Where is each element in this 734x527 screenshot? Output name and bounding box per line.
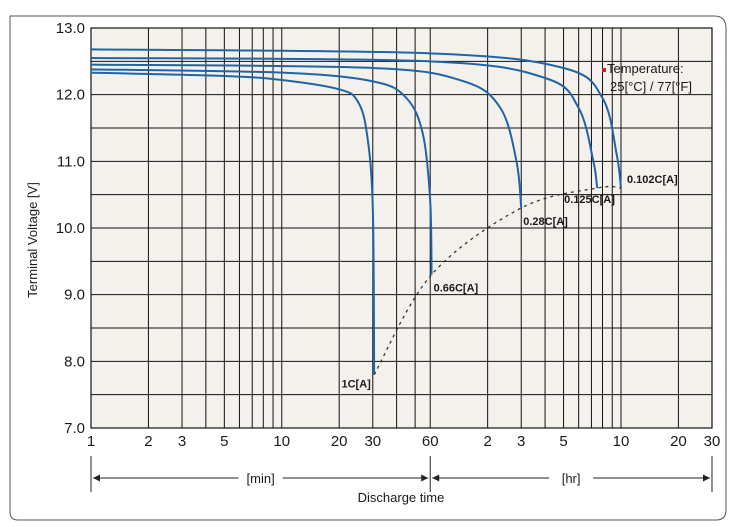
x-tick-label: 2 bbox=[483, 433, 491, 450]
x-tick-label: 10 bbox=[273, 433, 290, 450]
curve-label-1c-a-: 1C[A] bbox=[341, 379, 371, 391]
curve-label-0-102c-a-: 0.102C[A] bbox=[627, 174, 678, 186]
x-tick-label: 3 bbox=[178, 433, 186, 450]
curve-labels: 1C[A] 0.66C[A] 0.28C[A] 0.125C[A] 0.102C[A] bbox=[341, 174, 678, 391]
x-tick-label: 2 bbox=[144, 433, 152, 450]
curve-label-0-28c-a-: 0.28C[A] bbox=[523, 216, 568, 228]
curve-1c-a- bbox=[90, 71, 376, 375]
x-tick-labels: 1 2 3 5 10 20 30 60 2 3 5 10 20 30 bbox=[87, 433, 721, 450]
x-tick-label: 30 bbox=[704, 433, 721, 450]
curve-0-102c-a- bbox=[90, 48, 622, 189]
y-tick-label: 12.0 bbox=[56, 87, 85, 104]
note-line-2: 25[°C] / 77[°F] bbox=[610, 79, 692, 94]
curve-0-28c-a- bbox=[90, 63, 523, 209]
x-tick-label: 10 bbox=[613, 433, 630, 450]
x-axis-label: Discharge time bbox=[358, 490, 445, 505]
plot-border bbox=[90, 27, 713, 429]
x-tick-label: 20 bbox=[670, 433, 687, 450]
unit-scale: [min] [hr] bbox=[90, 456, 713, 492]
y-tick-label: 11.0 bbox=[57, 153, 85, 170]
curve-label-0-125c-a-: 0.125C[A] bbox=[564, 194, 615, 206]
x-tick-label: 5 bbox=[559, 433, 567, 450]
hours-range-arrow-left bbox=[432, 474, 440, 482]
chart-frame bbox=[9, 15, 727, 521]
y-tick-labels: 7.0 8.0 9.0 10.0 11.0 12.0 13.0 bbox=[56, 20, 85, 437]
curve-0-66c-a- bbox=[90, 68, 433, 275]
x-tick-label: 5 bbox=[220, 433, 228, 450]
minutes-range-arrow-right bbox=[421, 474, 429, 482]
x-tick-label: 20 bbox=[331, 433, 348, 450]
note-line-1: Temperature: bbox=[607, 61, 684, 76]
x-tick-label: 30 bbox=[364, 433, 381, 450]
minutes-range-label: [min] bbox=[247, 471, 275, 486]
minutes-range-arrow-left bbox=[93, 474, 100, 482]
hours-range-label: [hr] bbox=[562, 471, 581, 486]
curve-label-0-66c-a-: 0.66C[A] bbox=[434, 283, 479, 295]
grid bbox=[90, 27, 713, 429]
y-tick-label: 7.0 bbox=[64, 420, 85, 437]
hours-range-arrow-right bbox=[703, 474, 710, 482]
x-tick-label: 3 bbox=[517, 433, 525, 450]
note-bullet bbox=[602, 68, 606, 72]
temperature-note: Temperature: 25[°C] / 77[°F] bbox=[602, 61, 692, 94]
y-tick-label: 8.0 bbox=[64, 353, 85, 370]
curve-0-125c-a- bbox=[90, 57, 599, 189]
x-tick-label: 1 bbox=[87, 433, 95, 450]
discharge-curves bbox=[90, 48, 622, 375]
x-tick-label: 60 bbox=[422, 433, 439, 450]
y-tick-label: 13.0 bbox=[56, 20, 85, 37]
y-tick-label: 10.0 bbox=[56, 220, 85, 237]
y-tick-label: 9.0 bbox=[64, 287, 85, 304]
y-axis-label: Terminal Voltage [V] bbox=[25, 182, 40, 298]
